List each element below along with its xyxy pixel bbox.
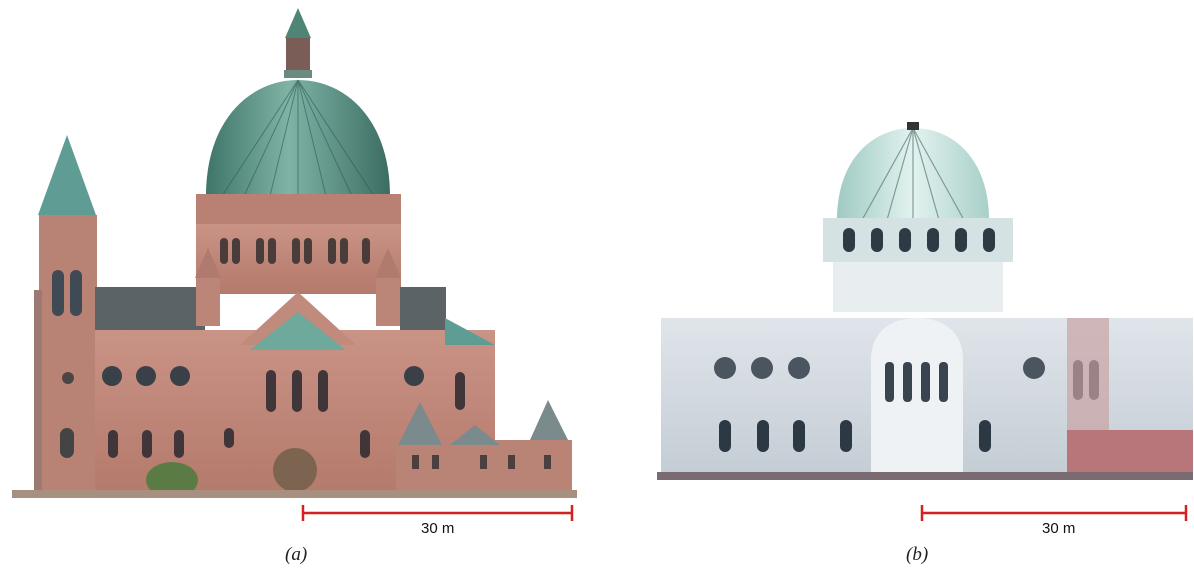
caption-a: (a) (285, 544, 308, 565)
caption-b: (b) (906, 544, 929, 565)
panel-exterior-facade: 30 m (a) (12, 8, 577, 565)
scale-bar-a (301, 505, 574, 521)
panel-interior-section: 30 m (b) (597, 0, 1194, 570)
scale-bar-b (920, 505, 1188, 521)
scale-label-b: 30 m (1042, 520, 1076, 537)
scale-label-a: 30 m (421, 520, 455, 537)
church-interior-section-image (657, 122, 1193, 521)
church-exterior-image (12, 8, 577, 521)
